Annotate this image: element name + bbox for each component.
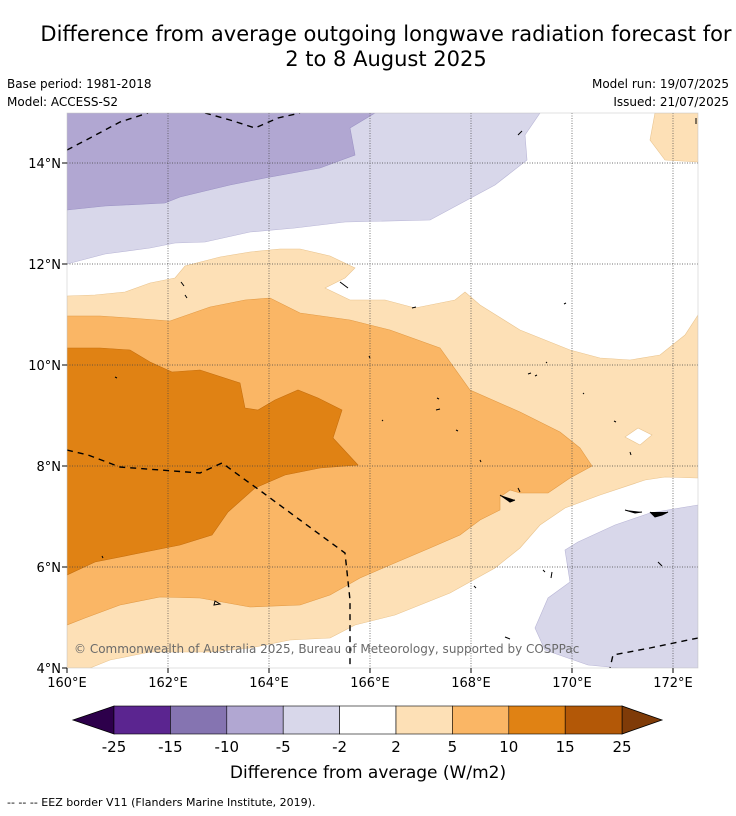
- colorbar-segment: [226, 705, 284, 735]
- lon-label-170e: 170°E: [552, 676, 592, 691]
- copyright-notice: © Commonwealth of Australia 2025, Bureau…: [74, 642, 579, 656]
- issued-date: Issued: 21/07/2025: [613, 95, 729, 109]
- lon-label-168e: 168°E: [451, 676, 491, 691]
- colorbar-tick-label: -10: [215, 738, 240, 756]
- colorbar-tick-label: -2: [332, 738, 347, 756]
- colorbar-tick-label: 15: [556, 738, 575, 756]
- colorbar-segment: [113, 705, 171, 735]
- colorbar-tick-label: -15: [158, 738, 183, 756]
- colorbar-tick-label: 10: [499, 738, 518, 756]
- lon-label-160e: 160°E: [47, 676, 87, 691]
- colorbar-label: Difference from average (W/m2): [230, 763, 506, 783]
- lat-label-4n: 4°N: [37, 662, 62, 677]
- eez-borders: [67, 113, 698, 668]
- colorbar-segment: [282, 705, 340, 735]
- latitude-axis: 14°N 12°N 10°N 8°N 6°N 4°N: [28, 157, 67, 677]
- colorbar-tick-label: -25: [102, 738, 127, 756]
- contour-band-2-5-northeast: [649, 113, 698, 163]
- contour-band-minus10-minus5: [67, 113, 376, 211]
- base-period: Base period: 1981-2018: [7, 77, 152, 91]
- chart-title: Difference from average outgoing longwav…: [0, 22, 736, 72]
- colorbar-segment: [339, 705, 397, 735]
- white-hole-small: [624, 427, 653, 446]
- colorbar-tick-label: 25: [612, 738, 631, 756]
- lat-label-8n: 8°N: [37, 460, 62, 475]
- contour-band-10-15: [67, 347, 359, 576]
- colorbar-tick-label: 5: [448, 738, 458, 756]
- model-run: Model run: 19/07/2025: [591, 77, 729, 91]
- map-frame: [66, 112, 699, 669]
- lat-label-14n: 14°N: [28, 157, 61, 172]
- lat-label-10n: 10°N: [28, 359, 61, 374]
- eez-legend-note: -- -- -- EEZ border V11 (Flanders Marine…: [7, 796, 316, 809]
- meta-left: Base period: 1981-2018 Model: ACCESS-S2: [7, 75, 152, 111]
- grid-lines: [67, 113, 698, 668]
- colorbar-tick-label: 2: [391, 738, 401, 756]
- colorbar-segment: [508, 705, 566, 735]
- lon-label-166e: 166°E: [350, 676, 390, 691]
- longitude-axis: 160°E 162°E 164°E 166°E 168°E 170°E 172°…: [47, 668, 693, 691]
- model-name: Model: ACCESS-S2: [7, 95, 119, 109]
- meta-right: Model run: 19/07/2025 Issued: 21/07/2025: [592, 75, 729, 111]
- map-area: © Commonwealth of Australia 2025, Bureau…: [67, 113, 698, 668]
- colorbar-over-arrow: [621, 705, 664, 735]
- islands: [101, 118, 697, 640]
- lon-label-164e: 164°E: [249, 676, 289, 691]
- colorbar-tick-label: -5: [276, 738, 291, 756]
- colorbar: -25 -15 -10 -5 -2 2 5 10 15 25 Differenc…: [71, 705, 664, 783]
- colorbar-segment: [395, 705, 453, 735]
- lat-label-6n: 6°N: [37, 561, 62, 576]
- lat-label-12n: 12°N: [28, 258, 61, 273]
- title-line-1: Difference from average outgoing longwav…: [40, 22, 732, 46]
- colorbar-segment: [452, 705, 510, 735]
- colorbar-segment: [564, 705, 623, 735]
- title-line-2: 2 to 8 August 2025: [285, 47, 487, 71]
- contour-band-minus5-minus2-south: [534, 504, 698, 668]
- lon-label-162e: 162°E: [148, 676, 188, 691]
- lon-label-172e: 172°E: [653, 676, 693, 691]
- colorbar-under-arrow: [71, 705, 115, 735]
- colorbar-segment: [170, 705, 228, 735]
